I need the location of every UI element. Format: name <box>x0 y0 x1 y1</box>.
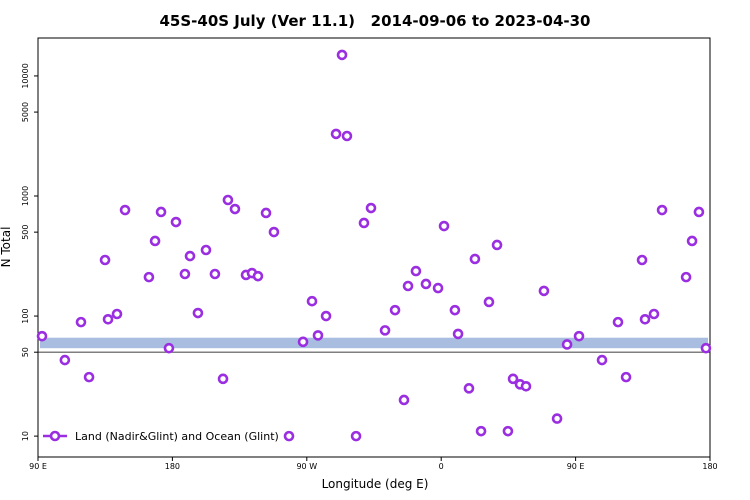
legend-label: Land (Nadir&Glint) and Ocean (Glint) <box>75 430 279 443</box>
data-point <box>320 310 332 322</box>
data-point <box>283 430 295 442</box>
data-point <box>102 313 114 325</box>
data-point <box>358 217 370 229</box>
data-point <box>365 202 377 214</box>
data-point <box>192 307 204 319</box>
data-point <box>389 304 401 316</box>
x-tick-label: 180 <box>165 462 180 471</box>
x-axis-label: Longitude (deg E) <box>322 477 429 491</box>
data-point <box>520 380 532 392</box>
data-point <box>297 336 309 348</box>
data-point <box>561 339 573 350</box>
x-tick-label: 0 <box>439 462 444 471</box>
y-tick-label: 10 <box>21 431 30 441</box>
data-point <box>656 204 668 216</box>
data-point <box>229 203 241 215</box>
data-point <box>636 254 648 266</box>
data-point <box>83 371 95 383</box>
data-point <box>330 128 342 140</box>
data-point <box>538 285 550 297</box>
data-point <box>596 354 608 366</box>
y-tick-label: 50 <box>21 347 30 357</box>
data-point <box>341 130 353 142</box>
data-point <box>680 271 692 283</box>
data-point <box>410 265 422 277</box>
data-point <box>693 206 705 218</box>
data-point <box>639 313 651 325</box>
data-point <box>268 226 280 238</box>
data-point <box>59 354 71 366</box>
data-point <box>36 330 48 342</box>
data-point <box>402 280 414 292</box>
x-tick-label: 90 E <box>567 462 585 471</box>
data-point <box>217 373 229 385</box>
y-tick-label: 500 <box>21 224 30 239</box>
band <box>40 337 708 349</box>
data-point <box>149 235 161 247</box>
data-point <box>491 239 503 251</box>
data-point <box>432 282 444 294</box>
data-point <box>620 371 632 383</box>
data-point <box>686 235 698 247</box>
data-point <box>573 330 585 342</box>
y-tick-label: 1000 <box>21 186 30 206</box>
data-point <box>475 425 487 437</box>
data-point <box>449 304 461 316</box>
data-point <box>252 270 264 282</box>
x-tick-label: 90 W <box>296 462 317 471</box>
y-tick-label: 5000 <box>21 102 30 122</box>
data-point <box>209 268 221 280</box>
data-point <box>143 271 155 283</box>
data-point <box>200 244 212 256</box>
chart-title: 45S-40S July (Ver 11.1) 2014-09-06 to 20… <box>160 12 591 30</box>
data-point <box>648 308 660 320</box>
data-point <box>312 330 324 341</box>
data-point <box>170 216 182 228</box>
data-point <box>184 250 196 262</box>
data-point <box>179 268 191 280</box>
x-tick-label: 90 E <box>29 462 47 471</box>
y-axis-label: N Total <box>0 227 13 268</box>
data-point <box>222 194 234 206</box>
data-point <box>469 253 481 265</box>
legend-marker <box>49 430 61 442</box>
data-point <box>700 342 712 354</box>
data-point <box>438 220 450 232</box>
data-point <box>507 373 519 385</box>
data-point <box>306 295 318 307</box>
data-point <box>336 49 348 61</box>
data-point <box>350 430 362 442</box>
data-point <box>502 425 514 437</box>
data-point <box>163 342 175 354</box>
data-point <box>452 328 464 340</box>
data-point <box>111 308 123 320</box>
data-point <box>119 204 131 216</box>
data-point <box>155 206 167 218</box>
y-tick-label: 10000 <box>21 63 30 88</box>
data-point <box>99 254 111 266</box>
data-point <box>379 325 391 336</box>
y-tick-label: 100 <box>21 308 30 323</box>
data-point <box>612 316 624 328</box>
data-point <box>75 316 87 328</box>
data-point <box>463 383 475 394</box>
data-point <box>260 207 272 219</box>
data-point <box>420 278 432 290</box>
data-point <box>398 394 410 406</box>
x-tick-label: 180 <box>702 462 717 471</box>
data-point <box>483 296 495 308</box>
plot-frame <box>37 37 711 458</box>
data-point <box>551 413 563 424</box>
